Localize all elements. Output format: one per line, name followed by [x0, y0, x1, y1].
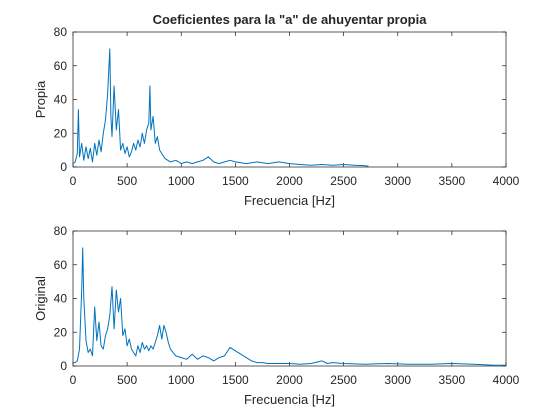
- x-tick-label: 3500: [439, 373, 466, 387]
- x-axis-label: Frecuencia [Hz]: [244, 392, 335, 407]
- x-tick-label: 1500: [222, 174, 249, 188]
- y-tick-label: 0: [60, 359, 67, 373]
- y-axis-label: Original: [33, 276, 48, 321]
- x-tick-label: 1000: [168, 373, 195, 387]
- chart-panel-2: 0 500 1000 1500 2000 2500 3000 3500 4000 0 20 40 60 8…: [33, 224, 520, 407]
- chart-panel-1: 0 500 1000 1500 2000 2500 3000 3500 4000 0 20 40 60 8…: [33, 12, 520, 208]
- y-tick-label: 20: [54, 126, 68, 140]
- series-line-1: [72, 48, 369, 167]
- series-line-1: [73, 247, 506, 366]
- x-tick-label: 1500: [222, 373, 249, 387]
- x-tick-label: 4000: [493, 174, 520, 188]
- x-axis-label: Frecuencia [Hz]: [244, 193, 335, 208]
- chart-title: Coeficientes para la "a" de ahuyentar pr…: [153, 12, 428, 27]
- y-tick-label: 40: [54, 93, 68, 107]
- y-tick-label: 20: [54, 325, 68, 339]
- y-tick-label: 80: [54, 25, 68, 39]
- x-tick-label: 1000: [168, 174, 195, 188]
- y-tick-label: 40: [54, 292, 68, 306]
- x-tick-label: 500: [117, 373, 137, 387]
- x-tick-label: 0: [70, 174, 77, 188]
- x-tick-label: 2000: [276, 174, 303, 188]
- y-tick-label: 80: [54, 224, 68, 238]
- x-tick-label: 3000: [384, 373, 411, 387]
- x-tick-label: 500: [117, 174, 137, 188]
- y-axis-label: Propia: [33, 80, 48, 118]
- axes-box: [72, 230, 507, 367]
- axes-box: [72, 31, 507, 168]
- x-tick-label: 3000: [384, 174, 411, 188]
- x-tick-label: 4000: [493, 373, 520, 387]
- y-tick-label: 60: [54, 258, 68, 272]
- x-tick-label: 2500: [330, 373, 357, 387]
- x-tick-label: 2500: [330, 174, 357, 188]
- y-tick-label: 0: [60, 160, 67, 174]
- x-tick-label: 3500: [439, 174, 466, 188]
- y-tick-label: 60: [54, 59, 68, 73]
- x-tick-label: 2000: [276, 373, 303, 387]
- x-tick-label: 0: [70, 373, 77, 387]
